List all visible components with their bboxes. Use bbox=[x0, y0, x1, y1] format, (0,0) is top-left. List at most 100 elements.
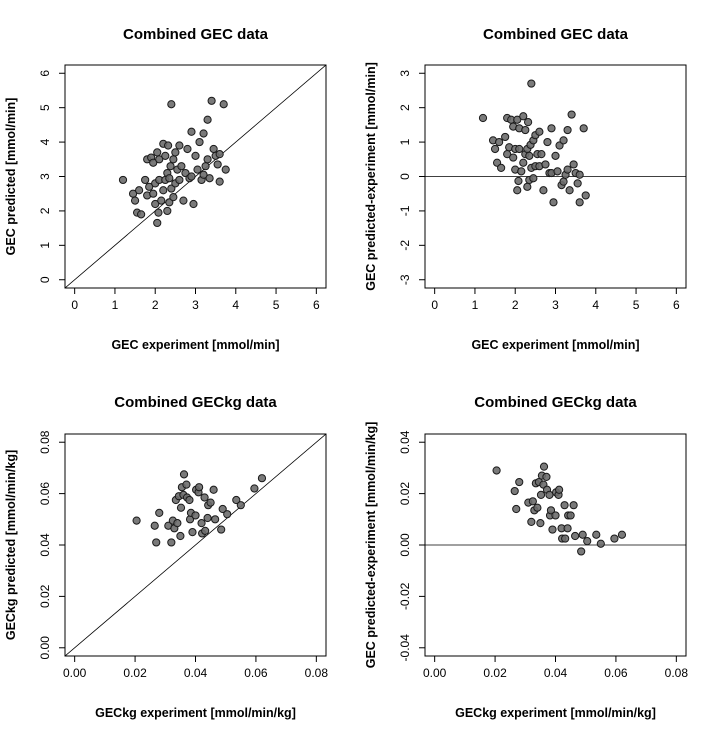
y-tick-label: 0.04 bbox=[38, 533, 52, 557]
data-point bbox=[492, 466, 501, 475]
x-tick-label: 0.08 bbox=[665, 666, 689, 680]
data-point bbox=[617, 530, 627, 539]
data-point bbox=[177, 162, 186, 171]
data-point bbox=[157, 196, 166, 205]
x-tick-label: 0.00 bbox=[423, 666, 447, 680]
data-point bbox=[250, 484, 259, 493]
x-tick-label: 0.04 bbox=[184, 666, 208, 680]
x-tick-label: 0.06 bbox=[244, 666, 268, 680]
x-tick-label: 5 bbox=[633, 298, 640, 312]
data-point bbox=[525, 151, 534, 160]
x-tick-label: 0.00 bbox=[63, 666, 87, 680]
x-tick-label: 6 bbox=[313, 298, 320, 312]
data-point bbox=[515, 144, 524, 154]
data-point bbox=[187, 127, 196, 136]
data-point bbox=[164, 141, 173, 150]
data-point bbox=[232, 495, 241, 505]
data-point bbox=[191, 511, 200, 520]
data-point bbox=[175, 141, 184, 150]
y-tick-label: 3 bbox=[38, 173, 52, 180]
data-point bbox=[159, 186, 168, 195]
data-point bbox=[573, 179, 582, 188]
data-point bbox=[567, 110, 576, 119]
x-tick-label: 0.04 bbox=[544, 666, 568, 680]
data-point bbox=[200, 493, 209, 502]
x-tick-label: 4 bbox=[232, 298, 239, 312]
data-point bbox=[206, 498, 215, 507]
data-point bbox=[165, 174, 174, 183]
data-point bbox=[533, 503, 542, 512]
data-point bbox=[183, 144, 192, 154]
y-tick-label: -2 bbox=[398, 240, 412, 251]
y-axis-label: GECkg predicted [mmol/min/kg] bbox=[4, 450, 18, 640]
data-point bbox=[207, 96, 216, 105]
data-point bbox=[163, 206, 172, 216]
points-group bbox=[492, 462, 627, 556]
data-point bbox=[118, 175, 128, 185]
y-tick-label: 5 bbox=[38, 104, 52, 111]
chart-title: Combined GECkg data bbox=[114, 394, 277, 411]
data-point bbox=[166, 162, 175, 171]
y-axis-label: GEC predicted-experiment [mmol/min] bbox=[364, 62, 378, 291]
data-point bbox=[478, 113, 488, 123]
data-point bbox=[583, 537, 592, 546]
data-point bbox=[191, 151, 200, 160]
data-point bbox=[543, 137, 552, 147]
y-tick-label: 1 bbox=[38, 242, 52, 249]
y-tick-label: 0.00 bbox=[398, 533, 412, 557]
y-tick-label: 0.08 bbox=[38, 430, 52, 454]
data-point bbox=[215, 150, 224, 159]
data-point bbox=[152, 538, 161, 547]
data-point bbox=[512, 504, 521, 514]
data-point bbox=[551, 511, 560, 520]
data-point bbox=[539, 186, 548, 195]
x-tick-label: 0 bbox=[71, 298, 78, 312]
data-point bbox=[185, 495, 194, 505]
data-point bbox=[549, 198, 558, 207]
data-point bbox=[563, 125, 572, 135]
data-point bbox=[215, 177, 224, 186]
data-point bbox=[495, 137, 504, 147]
data-point bbox=[551, 151, 560, 160]
data-point bbox=[201, 526, 210, 535]
panel-gec-predicted-vs-experiment: Combined GEC data GEC experiment [mmol/m… bbox=[4, 26, 327, 352]
data-point bbox=[546, 506, 556, 515]
y-tick-label: 0.04 bbox=[398, 430, 412, 454]
data-point bbox=[519, 112, 528, 121]
data-point bbox=[566, 511, 575, 520]
data-point bbox=[161, 151, 170, 160]
x-axis-label: GEC experiment [mmol/min] bbox=[111, 338, 279, 352]
data-point bbox=[179, 196, 188, 205]
data-point bbox=[189, 199, 198, 209]
data-point bbox=[517, 167, 526, 176]
data-point bbox=[560, 501, 569, 510]
y-tick-label: 1 bbox=[398, 138, 412, 145]
data-point bbox=[514, 176, 523, 186]
data-point bbox=[175, 175, 184, 185]
data-point bbox=[510, 486, 519, 496]
data-point bbox=[217, 525, 226, 534]
data-point bbox=[153, 148, 162, 157]
data-point bbox=[501, 132, 510, 142]
data-point bbox=[497, 163, 506, 172]
data-point bbox=[575, 170, 584, 179]
data-point bbox=[149, 158, 158, 167]
data-point bbox=[547, 124, 556, 133]
data-point bbox=[578, 530, 587, 539]
data-point bbox=[536, 519, 545, 528]
data-point bbox=[188, 528, 197, 537]
data-point bbox=[176, 503, 186, 512]
data-point bbox=[545, 490, 554, 499]
y-tick-label: -3 bbox=[398, 274, 412, 285]
data-point bbox=[203, 513, 212, 523]
data-point bbox=[171, 148, 180, 157]
data-point bbox=[555, 485, 564, 494]
data-point bbox=[203, 155, 212, 164]
data-point bbox=[130, 196, 140, 205]
x-tick-label: 0.08 bbox=[305, 666, 329, 680]
x-tick-label: 0.02 bbox=[123, 666, 147, 680]
data-point bbox=[167, 100, 176, 109]
identity-line bbox=[65, 434, 326, 656]
x-tick-label: 1 bbox=[112, 298, 119, 312]
